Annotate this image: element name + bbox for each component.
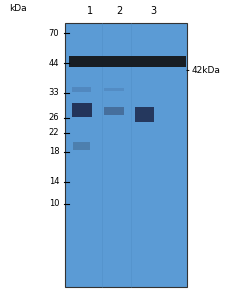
Text: 18: 18	[49, 147, 59, 156]
Bar	[104, 106, 124, 115]
Text: 14: 14	[49, 177, 59, 186]
Bar	[69, 56, 186, 68]
Bar	[72, 87, 91, 92]
Bar	[104, 88, 124, 91]
Text: 26: 26	[49, 113, 59, 122]
Text: kDa: kDa	[9, 4, 27, 13]
Text: 3: 3	[150, 6, 156, 16]
Text: 33: 33	[49, 88, 59, 97]
Bar	[135, 107, 154, 122]
Text: 1: 1	[87, 6, 93, 16]
Text: 10: 10	[49, 199, 59, 208]
Bar	[73, 142, 90, 151]
Text: 70: 70	[49, 29, 59, 38]
Text: 22: 22	[49, 128, 59, 137]
Text: 42kDa: 42kDa	[191, 66, 220, 75]
Bar	[65, 23, 187, 287]
Text: 2: 2	[116, 6, 123, 16]
Bar	[72, 103, 92, 117]
Text: 44: 44	[49, 58, 59, 68]
